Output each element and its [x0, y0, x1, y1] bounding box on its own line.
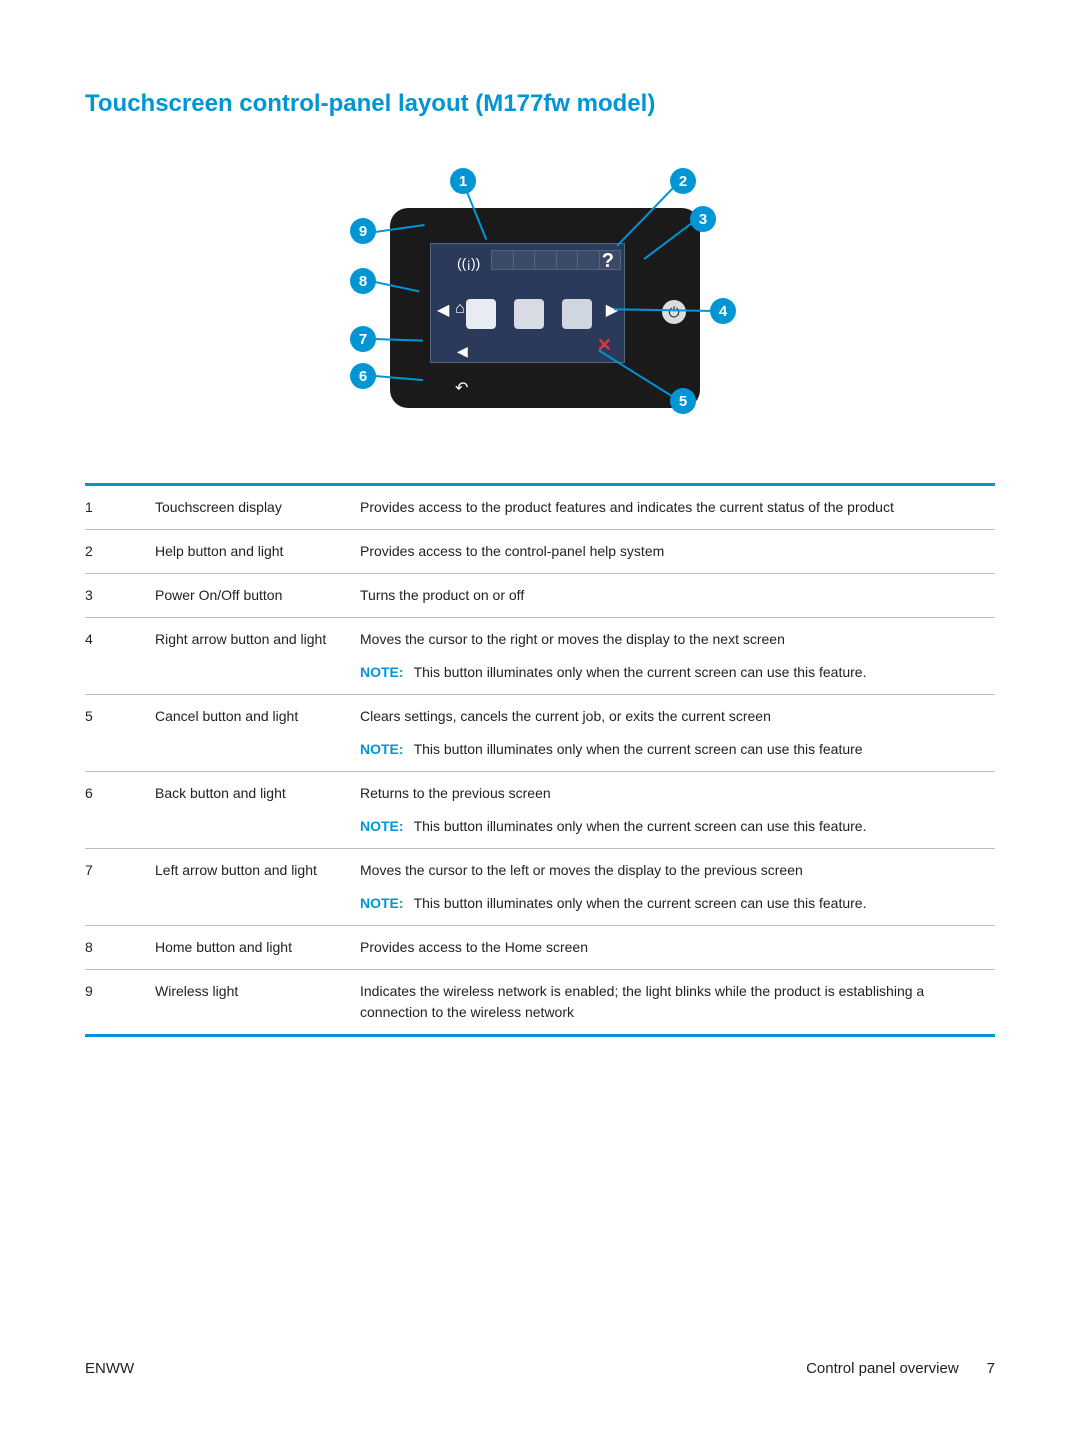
- table-row: 9Wireless lightIndicates the wireless ne…: [85, 970, 995, 1036]
- left-button-icon: ◀: [457, 343, 468, 360]
- note-label: NOTE:: [360, 895, 404, 911]
- row-description: Provides access to the Home screen: [360, 926, 995, 970]
- table-row: 6Back button and lightReturns to the pre…: [85, 772, 995, 849]
- row-description: Turns the product on or off: [360, 574, 995, 618]
- callout-3: 3: [690, 206, 716, 232]
- row-number: 1: [85, 485, 155, 530]
- copy-app-icon: [466, 299, 496, 329]
- row-name: Back button and light: [155, 772, 360, 849]
- row-number: 9: [85, 970, 155, 1036]
- table-row: 5Cancel button and lightClears settings,…: [85, 695, 995, 772]
- page-heading: Touchscreen control-panel layout (M177fw…: [85, 90, 995, 118]
- callout-8: 8: [350, 268, 376, 294]
- row-name: Power On/Off button: [155, 574, 360, 618]
- left-arrow-icon: ◀: [437, 300, 449, 320]
- note-text: This button illuminates only when the cu…: [414, 818, 867, 834]
- callout-9: 9: [350, 218, 376, 244]
- note-text: This button illuminates only when the cu…: [414, 741, 863, 757]
- note-label: NOTE:: [360, 664, 404, 680]
- row-description: Moves the cursor to the left or moves th…: [360, 849, 995, 926]
- row-name: Wireless light: [155, 970, 360, 1036]
- page-footer: ENWW Control panel overview 7: [85, 1360, 995, 1377]
- footer-page-number: 7: [987, 1360, 995, 1377]
- note-label: NOTE:: [360, 818, 404, 834]
- table-row: 7Left arrow button and lightMoves the cu…: [85, 849, 995, 926]
- fax-app-icon: [562, 299, 592, 329]
- note-text: This button illuminates only when the cu…: [414, 664, 867, 680]
- footer-left: ENWW: [85, 1360, 134, 1377]
- table-row: 8Home button and lightProvides access to…: [85, 926, 995, 970]
- power-icon: ⏻: [662, 300, 686, 324]
- table-row: 3Power On/Off buttonTurns the product on…: [85, 574, 995, 618]
- row-description: Clears settings, cancels the current job…: [360, 695, 995, 772]
- row-description: Provides access to the product features …: [360, 485, 995, 530]
- row-number: 8: [85, 926, 155, 970]
- row-name: Right arrow button and light: [155, 618, 360, 695]
- row-number: 5: [85, 695, 155, 772]
- row-name: Home button and light: [155, 926, 360, 970]
- row-description: Moves the cursor to the right or moves t…: [360, 618, 995, 695]
- note-label: NOTE:: [360, 741, 404, 757]
- row-number: 6: [85, 772, 155, 849]
- home-icon: ⌂: [455, 300, 465, 318]
- row-number: 2: [85, 530, 155, 574]
- callout-4: 4: [710, 298, 736, 324]
- scan-app-icon: [514, 299, 544, 329]
- row-description: Indicates the wireless network is enable…: [360, 970, 995, 1036]
- diagram-container: ? ◀ ▶ ✕ ((¡)) ⌂ ◀ ↶ ⏻ 1 2 3 4 5 6 7 8 9: [85, 168, 995, 428]
- row-number: 4: [85, 618, 155, 695]
- callout-2: 2: [670, 168, 696, 194]
- callout-6: 6: [350, 363, 376, 389]
- row-name: Left arrow button and light: [155, 849, 360, 926]
- table-row: 4Right arrow button and lightMoves the c…: [85, 618, 995, 695]
- table-row: 2Help button and lightProvides access to…: [85, 530, 995, 574]
- footer-section: Control panel overview: [806, 1360, 959, 1377]
- row-number: 7: [85, 849, 155, 926]
- row-name: Help button and light: [155, 530, 360, 574]
- row-description: Returns to the previous screenNOTE:This …: [360, 772, 995, 849]
- control-panel-diagram: ? ◀ ▶ ✕ ((¡)) ⌂ ◀ ↶ ⏻ 1 2 3 4 5 6 7 8 9: [340, 168, 740, 428]
- app-icons: [466, 299, 592, 329]
- row-name: Cancel button and light: [155, 695, 360, 772]
- callout-1: 1: [450, 168, 476, 194]
- callout-5: 5: [670, 388, 696, 414]
- wireless-icon: ((¡)): [457, 255, 480, 271]
- back-icon: ↶: [455, 378, 468, 398]
- row-number: 3: [85, 574, 155, 618]
- help-icon: ?: [602, 250, 614, 273]
- note-text: This button illuminates only when the cu…: [414, 895, 867, 911]
- row-name: Touchscreen display: [155, 485, 360, 530]
- callout-table: 1Touchscreen displayProvides access to t…: [85, 483, 995, 1037]
- table-row: 1Touchscreen displayProvides access to t…: [85, 485, 995, 530]
- row-description: Provides access to the control-panel hel…: [360, 530, 995, 574]
- callout-7: 7: [350, 326, 376, 352]
